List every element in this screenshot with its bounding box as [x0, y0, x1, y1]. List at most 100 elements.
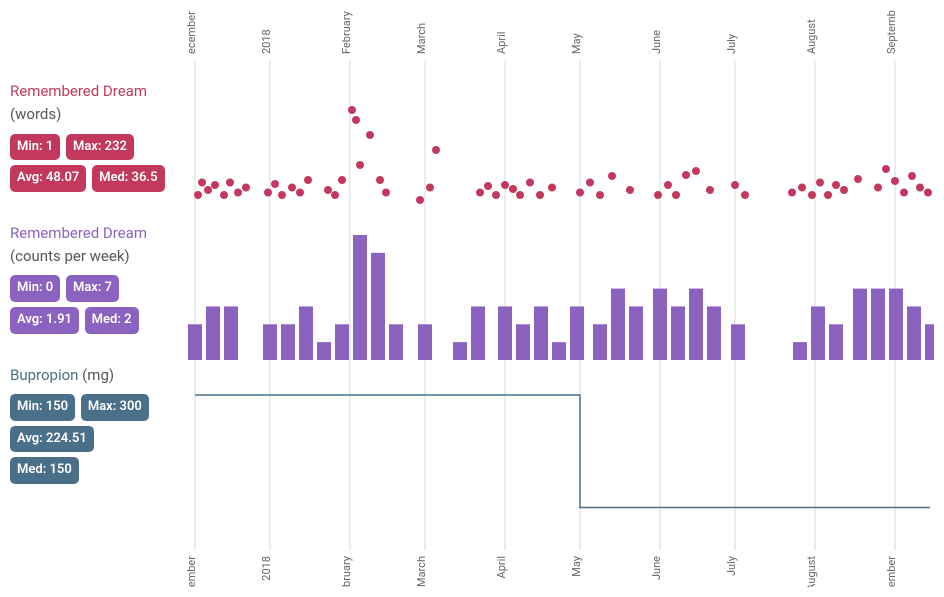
scatter-point [548, 184, 556, 192]
scatter-point [484, 182, 492, 190]
bar [389, 324, 403, 360]
scatter-point [304, 176, 312, 184]
stat-pill: Min: 150 [10, 394, 75, 421]
month-label-top: May [570, 32, 583, 54]
scatter-point [891, 177, 899, 185]
scatter-point [234, 189, 242, 197]
bar [925, 324, 934, 360]
bar [188, 324, 202, 360]
scatter-point [840, 186, 848, 194]
scatter-point [509, 185, 517, 193]
month-label-top: February [340, 10, 353, 54]
scatter-point [492, 191, 500, 199]
scatter-point [916, 184, 924, 192]
bar [534, 306, 548, 360]
scatter-point [924, 189, 932, 197]
scatter-point [672, 191, 680, 199]
bar [299, 306, 313, 360]
series-block-counts: Remembered Dream (counts per week) Min: … [10, 222, 170, 336]
month-label-bottom: August [805, 556, 818, 587]
bar [224, 306, 238, 360]
stat-pill: Max: 300 [81, 394, 149, 421]
scatter-point [798, 184, 806, 192]
scatter-point [376, 176, 384, 184]
month-label-top: ecember [185, 11, 198, 54]
scatter-point [366, 131, 374, 139]
stat-pill: Min: 0 [10, 275, 60, 302]
scatter-point [242, 184, 250, 192]
month-label-bottom: December [185, 556, 198, 587]
scatter-point [278, 191, 286, 199]
bar [829, 324, 843, 360]
scatter-point [382, 189, 390, 197]
scatter-point [226, 179, 234, 187]
month-label-top: September [885, 10, 898, 54]
bar [516, 324, 530, 360]
bar [317, 342, 331, 360]
scatter-point [271, 180, 279, 188]
scatter-point [731, 181, 739, 189]
series-title-bupropion: Bupropion [10, 366, 78, 384]
bar [552, 342, 566, 360]
bar [593, 324, 607, 360]
scatter-point [536, 191, 544, 199]
bar [853, 289, 867, 360]
stat-pill: Avg: 224.51 [10, 426, 94, 453]
bar [453, 342, 467, 360]
scatter-point [348, 106, 356, 114]
scatter-point [706, 186, 714, 194]
scatter-point [220, 191, 228, 199]
scatter-point [338, 176, 346, 184]
scatter-point [808, 191, 816, 199]
scatter-point [816, 179, 824, 187]
scatter-point [516, 191, 524, 199]
scatter-point [356, 161, 364, 169]
scatter-point [501, 181, 509, 189]
scatter-point [626, 186, 634, 194]
stat-pill: Avg: 48.07 [10, 165, 86, 192]
scatter-point [664, 181, 672, 189]
month-label-bottom: 2018 [260, 556, 273, 581]
scatter-point [854, 175, 862, 183]
scatter-point [788, 189, 796, 197]
scatter-point [204, 186, 212, 194]
bar [731, 324, 745, 360]
month-label-top: July [725, 33, 738, 54]
scatter-point [426, 184, 434, 192]
stat-pill: Max: 232 [66, 134, 134, 161]
bar [811, 306, 825, 360]
scatter-point [832, 181, 840, 189]
bar [471, 306, 485, 360]
scatter-point [416, 196, 424, 204]
bar [689, 289, 703, 360]
chart-area: ecemberDecember20182018FebruaryFebruaryM… [180, 10, 934, 587]
series-unit-counts: (counts per week) [10, 247, 130, 265]
scatter-point [874, 184, 882, 192]
bar [653, 289, 667, 360]
scatter-point [476, 189, 484, 197]
bar [629, 306, 643, 360]
scatter-point [331, 191, 339, 199]
month-label-bottom: February [340, 555, 353, 587]
bar [907, 306, 921, 360]
bar [281, 324, 295, 360]
stat-pill: Max: 7 [66, 275, 119, 302]
month-label-bottom: July [725, 555, 738, 576]
scatter-point [900, 189, 908, 197]
scatter-point [296, 189, 304, 197]
bar [871, 289, 885, 360]
stat-pill: Min: 1 [10, 134, 60, 161]
series-title-words: Remembered Dream [10, 82, 147, 100]
bar [206, 306, 220, 360]
scatter-point [432, 146, 440, 154]
scatter-point [586, 179, 594, 187]
stat-pill: Med: 36.5 [92, 165, 164, 192]
scatter-point [682, 171, 690, 179]
scatter-point [741, 191, 749, 199]
series-title-counts: Remembered Dream [10, 224, 147, 242]
month-label-top: April [495, 32, 508, 54]
series-unit-bupropion: (mg) [82, 366, 114, 384]
bar [707, 306, 721, 360]
scatter-point [576, 189, 584, 197]
bar [889, 289, 903, 360]
